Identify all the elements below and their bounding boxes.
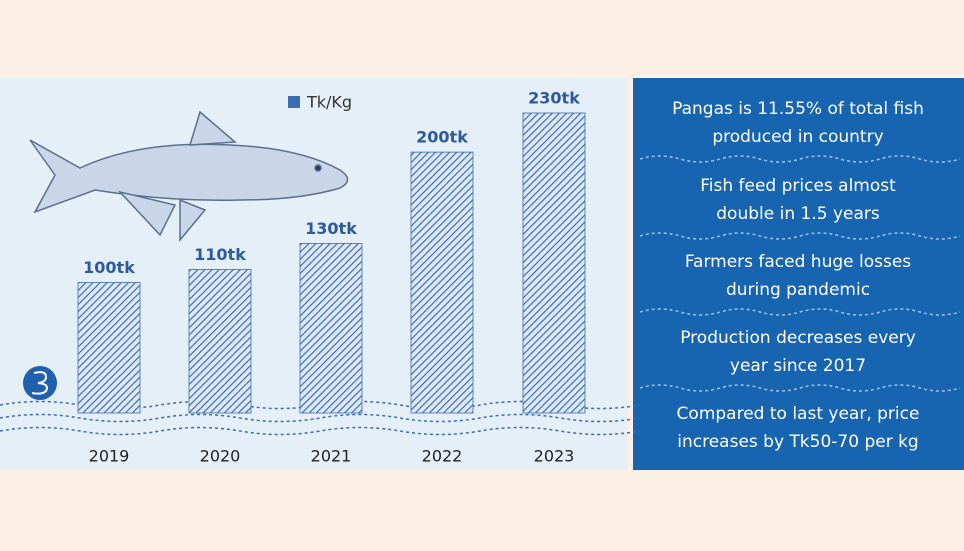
x-tick-label: 2023 [534, 447, 575, 466]
fact-text: increases by Tk50-70 per kg [677, 432, 918, 452]
facts-panel [633, 78, 964, 470]
bar-chart: Tk/Kg 100tk 110tk 130tk 200tk 230tk 2019 2020 20… [77, 89, 586, 466]
bar [77, 282, 141, 414]
fact-text: year since 2017 [730, 356, 866, 376]
fact-text: Pangas is 11.55% of total fish [672, 99, 924, 119]
facts-list: Pangas is 11.55% of total fish produced i… [639, 99, 961, 452]
fact-text: Fish feed prices almost [700, 176, 896, 196]
separator-wave [639, 232, 961, 240]
fact-text: produced in country [712, 127, 883, 147]
fact-text: during pandemic [726, 280, 870, 300]
x-tick-label: 2019 [89, 447, 130, 466]
fact-text: Compared to last year, price [677, 404, 920, 424]
x-tick-label: 2022 [422, 447, 463, 466]
bar [299, 243, 363, 414]
value-label: 230tk [528, 89, 580, 108]
value-label: 110tk [194, 245, 246, 264]
fish-illustration [29, 110, 349, 243]
value-label: 100tk [83, 258, 135, 277]
bar [522, 112, 586, 414]
legend-swatch [288, 96, 300, 108]
x-tick-label: 2021 [311, 447, 352, 466]
fact-text: double in 1.5 years [716, 204, 880, 224]
x-tick-label: 2020 [200, 447, 241, 466]
separator-wave [639, 155, 961, 163]
fact-text: Farmers faced huge losses [685, 252, 911, 272]
value-label: 200tk [416, 128, 468, 147]
bar [188, 269, 252, 414]
bar [410, 151, 474, 414]
legend-label: Tk/Kg [306, 93, 352, 112]
fact-text: Production decreases every [680, 328, 916, 348]
value-label: 130tk [305, 219, 357, 238]
separator-wave [639, 308, 961, 316]
separator-wave [639, 384, 961, 392]
logo [23, 366, 57, 400]
